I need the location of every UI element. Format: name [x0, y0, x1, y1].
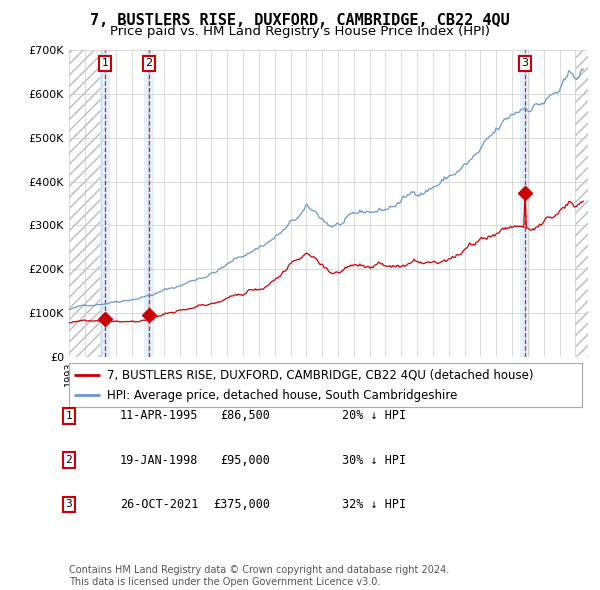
Bar [69, 50, 105, 357]
Text: 7, BUSTLERS RISE, DUXFORD, CAMBRIDGE, CB22 4QU (detached house): 7, BUSTLERS RISE, DUXFORD, CAMBRIDGE, CB… [107, 368, 534, 381]
Text: £86,500: £86,500 [220, 409, 270, 422]
Text: Price paid vs. HM Land Registry's House Price Index (HPI): Price paid vs. HM Land Registry's House … [110, 25, 490, 38]
Text: 3: 3 [65, 500, 73, 509]
Text: 19-JAN-1998: 19-JAN-1998 [120, 454, 199, 467]
Text: 20% ↓ HPI: 20% ↓ HPI [342, 409, 406, 422]
Bar [520, 50, 530, 357]
Bar [100, 50, 110, 357]
Text: 11-APR-1995: 11-APR-1995 [120, 409, 199, 422]
Text: 30% ↓ HPI: 30% ↓ HPI [342, 454, 406, 467]
Bar [575, 50, 588, 357]
Text: Contains HM Land Registry data © Crown copyright and database right 2024.
This d: Contains HM Land Registry data © Crown c… [69, 565, 449, 587]
Text: 1: 1 [65, 411, 73, 421]
Text: 2: 2 [65, 455, 73, 465]
Text: £375,000: £375,000 [213, 498, 270, 511]
Bar [144, 50, 154, 357]
Text: 7, BUSTLERS RISE, DUXFORD, CAMBRIDGE, CB22 4QU: 7, BUSTLERS RISE, DUXFORD, CAMBRIDGE, CB… [90, 13, 510, 28]
Text: 1: 1 [101, 58, 109, 68]
Text: 26-OCT-2021: 26-OCT-2021 [120, 498, 199, 511]
Text: HPI: Average price, detached house, South Cambridgeshire: HPI: Average price, detached house, Sout… [107, 389, 458, 402]
Text: £95,000: £95,000 [220, 454, 270, 467]
Text: 2: 2 [145, 58, 152, 68]
Text: 3: 3 [521, 58, 529, 68]
Text: 32% ↓ HPI: 32% ↓ HPI [342, 498, 406, 511]
